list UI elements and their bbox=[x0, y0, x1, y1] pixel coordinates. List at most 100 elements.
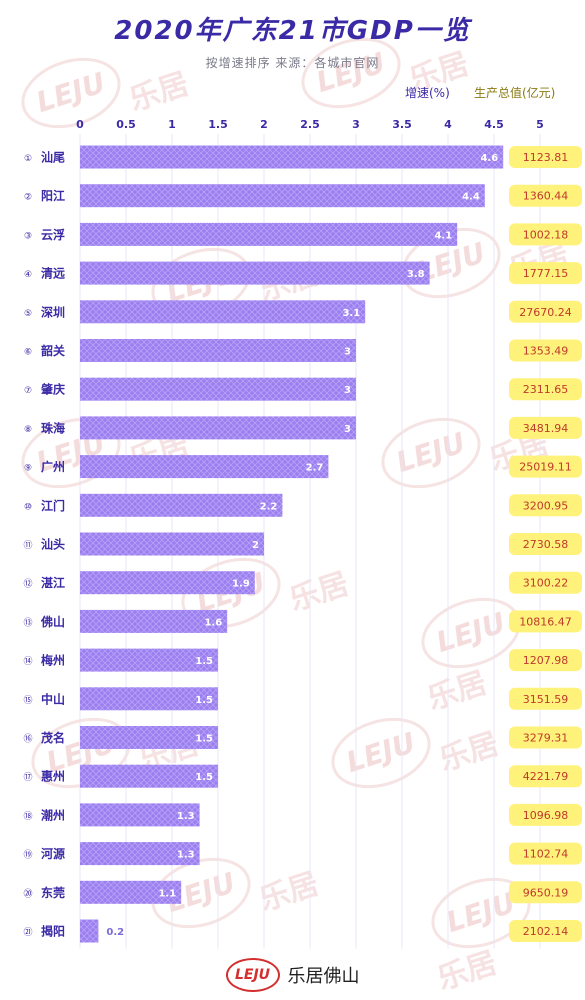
x-tick-label: 5 bbox=[536, 118, 544, 131]
bar-row: ① 汕尾 4.6 1123.81 bbox=[24, 145, 582, 169]
gdp-highlight bbox=[509, 223, 582, 246]
gdp-value: 1096.98 bbox=[523, 809, 569, 822]
x-tick-label: 3 bbox=[352, 118, 360, 131]
bar-row: ⑱ 潮州 1.3 1096.98 bbox=[23, 803, 582, 827]
legend-gdp-total: 生产总值(亿元) bbox=[474, 86, 556, 100]
leju-logo-icon: LEJU bbox=[225, 958, 280, 992]
city-label: 揭阳 bbox=[41, 924, 65, 939]
gdp-highlight bbox=[509, 649, 582, 672]
bar-row: ④ 清远 3.8 1777.15 bbox=[24, 261, 582, 285]
x-tick-label: 2.5 bbox=[300, 118, 320, 131]
gdp-highlight bbox=[509, 184, 582, 207]
bar-row: ⑩ 江门 2.2 3200.95 bbox=[24, 493, 582, 517]
city-label: 佛山 bbox=[40, 614, 65, 629]
city-label: 惠州 bbox=[41, 769, 65, 784]
bar-row: ⑯ 茂名 1.5 3279.31 bbox=[23, 726, 582, 749]
rank-badge: ⑤ bbox=[24, 309, 32, 319]
bar bbox=[80, 648, 218, 672]
rank-badge: ㉑ bbox=[23, 927, 32, 938]
bar-value-label: 1.3 bbox=[177, 811, 195, 822]
bar-row: ⑧ 珠海 3 3481.94 bbox=[24, 416, 582, 440]
bar bbox=[80, 764, 218, 788]
rank-badge: ⑳ bbox=[23, 888, 32, 899]
bar bbox=[80, 842, 200, 866]
gdp-value: 2311.65 bbox=[523, 383, 569, 396]
bar-row: ⑫ 湛江 1.9 3100.22 bbox=[23, 571, 582, 595]
x-tick-label: 0.5 bbox=[116, 118, 136, 131]
bar bbox=[80, 726, 218, 749]
page-subtitle: 按增速排序 来源：各城市官网 bbox=[205, 56, 380, 70]
rank-badge: ② bbox=[24, 193, 32, 203]
rank-badge: ③ bbox=[24, 231, 32, 241]
bar bbox=[80, 184, 485, 208]
bar-row: ⑤ 深圳 3.1 27670.24 bbox=[24, 300, 582, 324]
rank-badge: ⑩ bbox=[24, 502, 32, 512]
bar-value-label: 1.3 bbox=[177, 850, 195, 861]
bar-value-label: 3 bbox=[344, 347, 351, 358]
gdp-value: 3200.95 bbox=[523, 499, 569, 512]
gdp-highlight bbox=[509, 726, 582, 749]
gdp-value: 3100.22 bbox=[523, 577, 569, 590]
city-label: 东莞 bbox=[41, 885, 65, 900]
bar-row: ⑦ 肇庆 3 2311.65 bbox=[24, 377, 582, 401]
gdp-value: 27670.24 bbox=[519, 306, 572, 319]
gdp-value: 1207.98 bbox=[523, 654, 569, 667]
gdp-highlight bbox=[509, 571, 582, 594]
bar bbox=[80, 687, 218, 711]
gdp-highlight bbox=[509, 300, 582, 323]
gdp-highlight bbox=[509, 687, 582, 710]
bar-row: ⑥ 韶关 3 1353.49 bbox=[24, 339, 582, 362]
gdp-highlight bbox=[509, 455, 582, 478]
x-tick-label: 2 bbox=[260, 118, 268, 131]
bar-row: ⑨ 广州 2.7 25019.11 bbox=[24, 455, 582, 479]
rank-badge: ⑱ bbox=[23, 811, 32, 822]
bar bbox=[80, 880, 182, 904]
bar-value-label: 4.1 bbox=[434, 230, 452, 241]
gdp-highlight bbox=[509, 881, 582, 904]
city-label: 珠海 bbox=[41, 420, 65, 435]
bar-row: ⑪ 汕头 2 2730.58 bbox=[23, 532, 582, 556]
x-tick-label: 3.5 bbox=[392, 118, 412, 131]
bar bbox=[80, 571, 255, 595]
bar-row: ⑳ 东莞 1.1 9650.19 bbox=[23, 880, 582, 904]
x-tick-label: 0 bbox=[76, 118, 84, 131]
bar-value-label: 0.2 bbox=[106, 927, 124, 938]
bar-row: ⑲ 河源 1.3 1102.74 bbox=[23, 842, 582, 866]
x-tick-label: 1.5 bbox=[208, 118, 228, 131]
city-label: 湛江 bbox=[41, 575, 65, 590]
bar bbox=[80, 532, 264, 556]
city-label: 汕头 bbox=[41, 537, 65, 552]
bar bbox=[80, 493, 283, 517]
gdp-value: 1777.15 bbox=[523, 267, 569, 280]
gdp-highlight bbox=[509, 494, 582, 517]
bar bbox=[80, 145, 504, 169]
gdp-value: 9650.19 bbox=[523, 886, 569, 899]
rank-badge: ① bbox=[24, 154, 32, 164]
legend-growth-rate: 增速(%) bbox=[405, 86, 450, 100]
city-label: 韶关 bbox=[41, 343, 65, 358]
bar-value-label: 1.6 bbox=[204, 617, 222, 628]
bar bbox=[80, 261, 430, 285]
bar-value-label: 1.1 bbox=[158, 888, 176, 899]
rank-badge: ⑧ bbox=[24, 425, 32, 435]
bar-value-label: 4.4 bbox=[462, 192, 480, 203]
bar-value-label: 1.5 bbox=[195, 656, 213, 667]
rank-badge: ⑮ bbox=[23, 695, 32, 706]
bar-chart: 0 0.5 1 1.5 2 2.5 3 3.5 4 4.5 5 ① 汕尾 4.6 1123.81 ② 阳江 4.… bbox=[23, 118, 582, 949]
gdp-value: 3279.31 bbox=[523, 732, 569, 745]
city-label: 肇庆 bbox=[41, 382, 65, 397]
rank-badge: ⑭ bbox=[23, 656, 32, 667]
bar-value-label: 1.5 bbox=[195, 695, 213, 706]
bar bbox=[80, 300, 366, 324]
gdp-highlight bbox=[509, 765, 582, 788]
gdp-value: 1123.81 bbox=[523, 151, 569, 164]
city-label: 河源 bbox=[40, 846, 65, 861]
rank-badge: ⑪ bbox=[23, 540, 32, 551]
gdp-highlight bbox=[509, 262, 582, 285]
bar-value-label: 3.1 bbox=[342, 308, 360, 319]
bar-row: ⑭ 梅州 1.5 1207.98 bbox=[23, 648, 582, 672]
bar bbox=[80, 377, 356, 401]
bar-value-label: 2.2 bbox=[260, 501, 278, 512]
city-label: 深圳 bbox=[41, 304, 65, 319]
